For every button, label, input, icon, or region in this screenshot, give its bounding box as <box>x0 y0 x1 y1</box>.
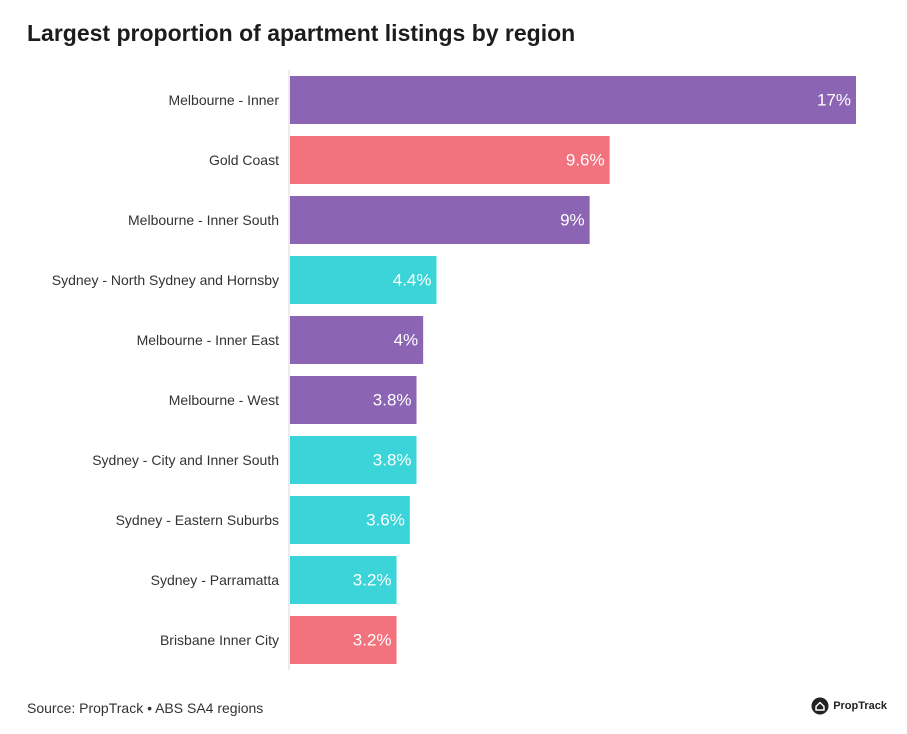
bar <box>290 196 590 244</box>
value-label: 9% <box>560 211 585 230</box>
brand-logo: PropTrack <box>811 697 887 715</box>
bar <box>290 76 856 124</box>
bar <box>290 136 610 184</box>
category-label: Sydney - Parramatta <box>151 572 280 588</box>
bar <box>290 556 397 604</box>
chart-title: Largest proportion of apartment listings… <box>27 20 576 46</box>
value-label: 3.8% <box>373 451 412 470</box>
category-label: Melbourne - West <box>169 392 279 408</box>
value-label: 4.4% <box>393 271 432 290</box>
house-icon <box>811 697 829 715</box>
brand-name: PropTrack <box>833 700 887 712</box>
category-label: Sydney - City and Inner South <box>92 452 279 468</box>
bar <box>290 436 417 484</box>
bar-chart: Melbourne - Inner 17% Gold Coast 9.6% Melbou… <box>52 70 856 670</box>
value-label: 3.2% <box>353 631 392 650</box>
value-label: 9.6% <box>566 151 605 170</box>
category-label: Sydney - North Sydney and Hornsby <box>52 272 279 288</box>
bar <box>290 316 424 364</box>
source-note: Source: PropTrack • ABS SA4 regions <box>27 700 264 716</box>
value-label: 3.6% <box>366 511 405 530</box>
category-label: Melbourne - Inner South <box>128 212 279 228</box>
category-label: Brisbane Inner City <box>160 632 279 648</box>
category-label: Sydney - Eastern Suburbs <box>116 512 279 528</box>
value-label: 17% <box>817 91 851 110</box>
bar <box>290 376 417 424</box>
category-label: Melbourne - Inner <box>168 92 279 108</box>
bar <box>290 616 397 664</box>
value-label: 3.2% <box>353 571 392 590</box>
bar <box>290 496 410 544</box>
category-label: Melbourne - Inner East <box>137 332 280 348</box>
value-label: 3.8% <box>373 391 412 410</box>
category-label: Gold Coast <box>209 152 279 168</box>
bar <box>290 256 437 304</box>
value-label: 4% <box>394 331 419 350</box>
